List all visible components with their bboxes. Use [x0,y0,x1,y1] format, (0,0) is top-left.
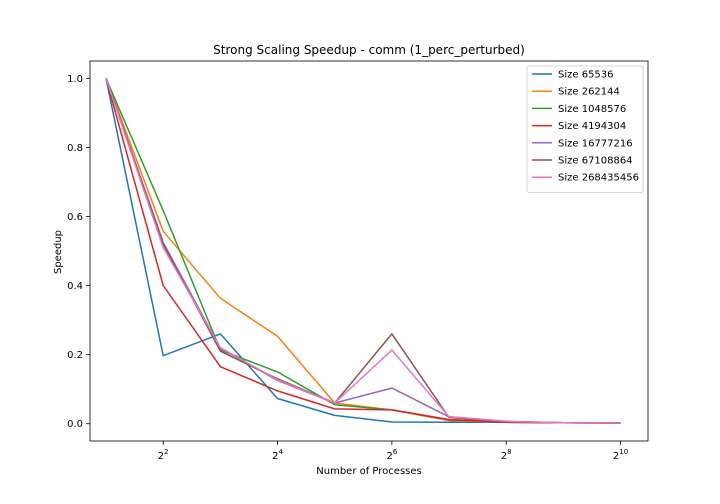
series-line-7 [105,78,621,424]
y-tick-label: 0.8 [67,143,83,154]
legend-label: Size 262144 [558,87,620,98]
y-tick-label: 0.2 [67,350,83,361]
x-tick-label: 22 [158,448,169,462]
y-axis-ticks: 0.0 0.2 0.4 0.6 0.8 1.0 [67,74,90,430]
y-tick-label: 0.0 [67,419,83,430]
legend-box [526,65,644,193]
legend-label: Size 67108864 [558,156,633,167]
x-tick-label: 210 [613,448,628,462]
x-axis-label: Number of Processes [316,466,421,477]
x-axis-ticks: 22 24 26 28 210 [158,441,628,462]
legend-label: Size 268435456 [558,173,639,184]
y-tick-label: 0.4 [67,281,83,292]
x-tick-label: 28 [501,448,512,462]
chart-title: Strong Scaling Speedup - comm (1_perc_pe… [213,43,525,57]
legend-label: Size 4194304 [558,121,626,132]
y-tick-label: 1.0 [67,74,83,85]
legend: Size 65536 Size 262144 Size 1048576 Size 41… [526,65,644,193]
plot-frame [89,60,649,442]
y-axis-label: Speedup [53,230,64,274]
x-tick-label: 24 [272,448,283,462]
legend-label: Size 65536 [558,70,614,81]
legend-label: Size 1048576 [558,104,626,115]
y-tick-label: 0.6 [67,212,83,223]
x-tick-label: 26 [386,448,397,462]
plot-area [89,60,649,442]
legend-label: Size 16777216 [558,138,633,149]
